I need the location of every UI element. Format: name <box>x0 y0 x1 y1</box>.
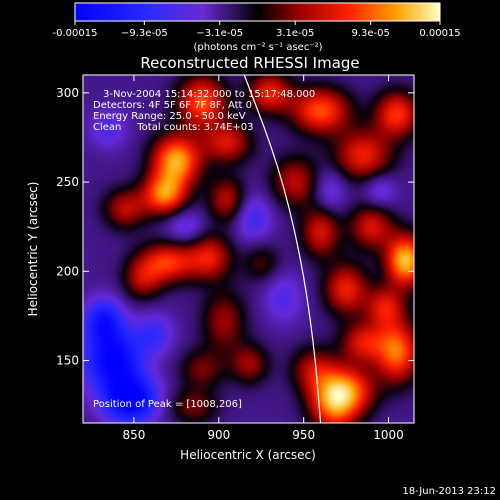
heatmap-image <box>83 75 414 423</box>
x-tick-label: 1000 <box>373 428 404 442</box>
x-tick-label: 850 <box>122 428 145 442</box>
y-tick-label: 200 <box>56 264 79 278</box>
chart-title: Reconstructed RHESSI Image <box>140 54 359 72</box>
footer-timestamp: 18-Jun-2013 23:12 <box>402 486 496 497</box>
x-tick-label: 900 <box>207 428 230 442</box>
colorbar-tick-label: 9.3e-05 <box>351 28 389 39</box>
y-tick-label: 150 <box>56 354 79 368</box>
x-axis-label: Heliocentric X (arcsec) <box>180 448 316 462</box>
plot-area <box>83 75 414 423</box>
colorbar-tick-label: 3.1e-05 <box>276 28 314 39</box>
colorbar: -0.00015 −9.3e-05 −3.1e-05 3.1e-05 9.3e-05 0.… <box>53 2 461 53</box>
y-tick-label: 250 <box>56 175 79 189</box>
x-tick-label: 950 <box>292 428 315 442</box>
x-axis: 850 900 950 1000 <box>122 75 404 442</box>
colorbar-tick-label: 0.00015 <box>419 28 460 39</box>
colorbar-gradient <box>74 2 441 22</box>
colorbar-units: (photons cm⁻² s⁻¹ asec⁻²) <box>193 42 322 53</box>
y-axis: 150 200 250 300 <box>56 86 414 368</box>
y-tick-label: 300 <box>56 86 79 100</box>
annotation-line: 3-Nov-2004 15:14:32.000 to 15:17:48.000 <box>103 89 315 100</box>
annotation-line: Detectors: 4F 5F 6F 7F 8F, Att 0 <box>93 100 252 111</box>
annotation-line: Clean Total counts: 3.74E+03 <box>93 122 253 133</box>
y-axis-label: Heliocentric Y (arcsec) <box>26 182 40 317</box>
annotation-line: Energy Range: 25.0 - 50.0 keV <box>93 111 246 122</box>
solar-limb-curve <box>243 75 322 423</box>
annotation-block: 3-Nov-2004 15:14:32.000 to 15:17:48.000D… <box>93 89 315 133</box>
peak-position-label: Position of Peak = [1008,206] <box>93 399 242 410</box>
colorbar-tick-label: −3.1e-05 <box>196 28 243 39</box>
plot-frame <box>82 74 415 424</box>
colorbar-tick-label: −9.3e-05 <box>121 28 168 39</box>
colorbar-tick-label: -0.00015 <box>53 28 98 39</box>
